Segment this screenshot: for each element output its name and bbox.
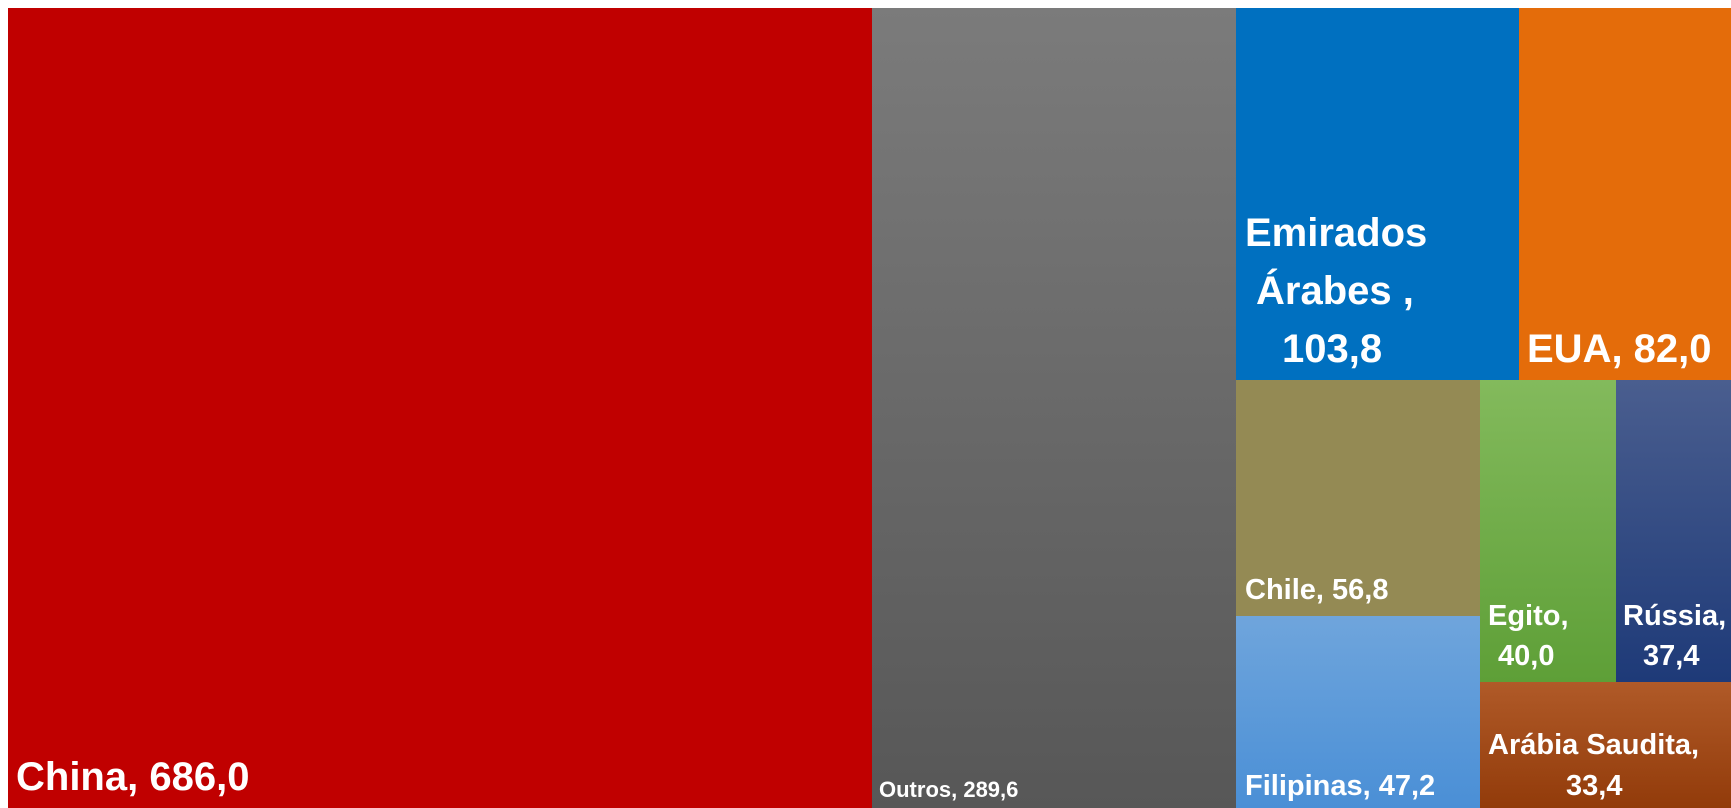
tile-china: China, 686,0: [8, 8, 872, 808]
tile-rect-outros: [872, 8, 1236, 808]
tile-label-china: China, 686,0: [16, 755, 249, 799]
tile-filipinas: Filipinas, 47,2: [1236, 616, 1480, 808]
tile-chile: Chile, 56,8: [1236, 380, 1480, 616]
tile-rect-emirados-arabes: [1236, 8, 1519, 380]
tile-label-eua: EUA, 82,0: [1527, 327, 1712, 371]
tile-rect-chile: [1236, 380, 1480, 616]
tile-russia: Rússia, 37,4: [1616, 380, 1731, 682]
tile-rect-russia: [1616, 380, 1731, 682]
tile-label-filipinas: Filipinas, 47,2: [1245, 770, 1435, 802]
tile-label-russia: Rússia, 37,4: [1623, 600, 1726, 672]
tile-rect-eua: [1519, 8, 1731, 380]
tile-rect-china: [8, 8, 872, 808]
tile-rect-arabia-saudita: [1480, 682, 1731, 808]
tile-egito: Egito, 40,0: [1480, 380, 1616, 682]
tile-rect-filipinas: [1236, 616, 1480, 808]
tile-rect-egito: [1480, 380, 1616, 682]
tile-label-arabia-saudita: Arábia Saudita, 33,4: [1488, 729, 1699, 802]
tile-label-egito: Egito, 40,0: [1488, 600, 1569, 672]
tile-label-outros: Outros, 289,6: [879, 777, 1018, 802]
tile-label-emirados-arabes: Emirados Árabes , 103,8: [1245, 211, 1427, 371]
tile-emirados-arabes: Emirados Árabes , 103,8: [1236, 8, 1519, 380]
tile-eua: EUA, 82,0: [1519, 8, 1731, 380]
tile-label-chile: Chile, 56,8: [1245, 574, 1388, 606]
tile-outros: Outros, 289,6: [872, 8, 1236, 808]
tile-arabia-saudita: Arábia Saudita, 33,4: [1480, 682, 1731, 808]
